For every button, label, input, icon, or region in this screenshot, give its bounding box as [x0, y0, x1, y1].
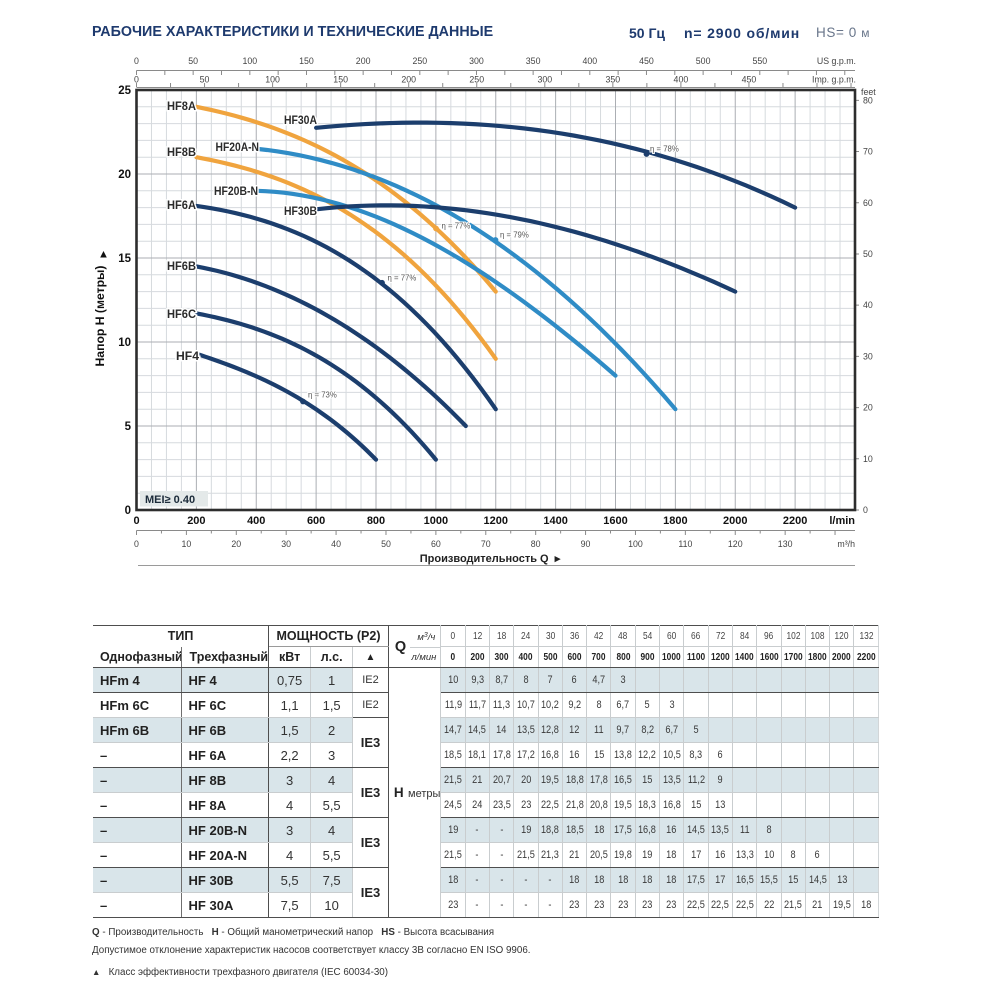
svg-text:50: 50 — [381, 539, 391, 549]
svg-text:500: 500 — [696, 56, 711, 66]
svg-text:50: 50 — [188, 56, 198, 66]
svg-text:110: 110 — [678, 539, 692, 549]
svg-text:HF20A-N: HF20A-N — [216, 142, 260, 154]
svg-text:100: 100 — [628, 539, 643, 549]
svg-text:1400: 1400 — [543, 515, 567, 527]
svg-text:1800: 1800 — [663, 515, 687, 527]
svg-text:20: 20 — [118, 169, 131, 181]
svg-text:l/min: l/min — [829, 515, 855, 527]
svg-text:m³/h: m³/h — [837, 539, 855, 549]
svg-text:70: 70 — [481, 539, 491, 549]
svg-text:10: 10 — [863, 454, 873, 464]
svg-text:400: 400 — [582, 56, 597, 66]
svg-text:350: 350 — [606, 75, 621, 85]
svg-text:HF6C: HF6C — [167, 309, 196, 321]
svg-text:200: 200 — [187, 515, 205, 527]
svg-text:η = 77%: η = 77% — [388, 274, 417, 283]
svg-text:70: 70 — [863, 147, 873, 157]
svg-text:0: 0 — [133, 515, 139, 527]
svg-text:US g.p.m.: US g.p.m. — [817, 56, 856, 66]
svg-text:1600: 1600 — [603, 515, 627, 527]
svg-text:20: 20 — [863, 403, 873, 413]
svg-text:Imp. g.p.m.: Imp. g.p.m. — [812, 75, 856, 85]
svg-text:60: 60 — [431, 539, 441, 549]
svg-text:400: 400 — [674, 75, 689, 85]
svg-text:800: 800 — [367, 515, 385, 527]
svg-text:1000: 1000 — [424, 515, 448, 527]
svg-text:0: 0 — [863, 505, 868, 515]
svg-text:30: 30 — [281, 539, 291, 549]
svg-text:2200: 2200 — [783, 515, 807, 527]
svg-text:120: 120 — [728, 539, 743, 549]
svg-text:15: 15 — [118, 253, 131, 265]
svg-text:HF20B-N: HF20B-N — [214, 186, 258, 198]
svg-text:40: 40 — [331, 539, 341, 549]
svg-text:200: 200 — [401, 75, 416, 85]
svg-text:10: 10 — [182, 539, 192, 549]
svg-text:η = 77%: η = 77% — [442, 222, 471, 231]
svg-text:η = 79%: η = 79% — [500, 231, 529, 240]
svg-text:5: 5 — [125, 421, 132, 433]
svg-text:100: 100 — [265, 75, 280, 85]
svg-text:250: 250 — [412, 56, 427, 66]
svg-text:0: 0 — [125, 505, 131, 517]
svg-text:HF6B: HF6B — [167, 261, 196, 273]
svg-text:150: 150 — [299, 56, 314, 66]
svg-text:300: 300 — [469, 56, 484, 66]
svg-text:150: 150 — [333, 75, 348, 85]
svg-text:Производительность Q ▸: Производительность Q ▸ — [420, 553, 561, 565]
svg-text:550: 550 — [752, 56, 767, 66]
svg-text:600: 600 — [307, 515, 325, 527]
svg-text:MEI≥ 0.40: MEI≥ 0.40 — [145, 494, 195, 506]
svg-text:400: 400 — [247, 515, 265, 527]
svg-text:HF8A: HF8A — [167, 101, 196, 113]
svg-text:η = 73%: η = 73% — [308, 391, 337, 400]
svg-text:130: 130 — [778, 539, 793, 549]
svg-text:450: 450 — [639, 56, 654, 66]
svg-text:HF30B: HF30B — [284, 206, 317, 218]
svg-text:HF30A: HF30A — [284, 115, 317, 127]
svg-text:350: 350 — [526, 56, 541, 66]
svg-text:80: 80 — [863, 95, 873, 105]
svg-text:50: 50 — [200, 75, 210, 85]
svg-text:0: 0 — [134, 539, 139, 549]
svg-text:HF6A: HF6A — [167, 200, 196, 212]
svg-text:10: 10 — [118, 337, 131, 349]
svg-text:feet: feet — [861, 87, 876, 97]
svg-text:300: 300 — [537, 75, 552, 85]
svg-text:200: 200 — [356, 56, 371, 66]
svg-text:1200: 1200 — [484, 515, 508, 527]
svg-text:0: 0 — [134, 75, 139, 85]
svg-text:100: 100 — [242, 56, 257, 66]
svg-text:80: 80 — [531, 539, 541, 549]
svg-text:HF4: HF4 — [176, 351, 200, 363]
svg-text:60: 60 — [863, 198, 873, 208]
svg-text:20: 20 — [231, 539, 241, 549]
svg-text:2000: 2000 — [723, 515, 747, 527]
svg-text:90: 90 — [581, 539, 591, 549]
svg-text:40: 40 — [863, 300, 873, 310]
svg-text:50: 50 — [863, 249, 873, 259]
svg-text:η = 78%: η = 78% — [650, 145, 679, 154]
svg-text:250: 250 — [469, 75, 484, 85]
svg-text:0: 0 — [134, 56, 139, 66]
svg-text:25: 25 — [118, 85, 131, 97]
svg-text:450: 450 — [742, 75, 757, 85]
svg-text:HF8B: HF8B — [167, 147, 196, 159]
svg-text:Напор H (метры): Напор H (метры) — [93, 266, 107, 367]
svg-text:30: 30 — [863, 351, 873, 361]
